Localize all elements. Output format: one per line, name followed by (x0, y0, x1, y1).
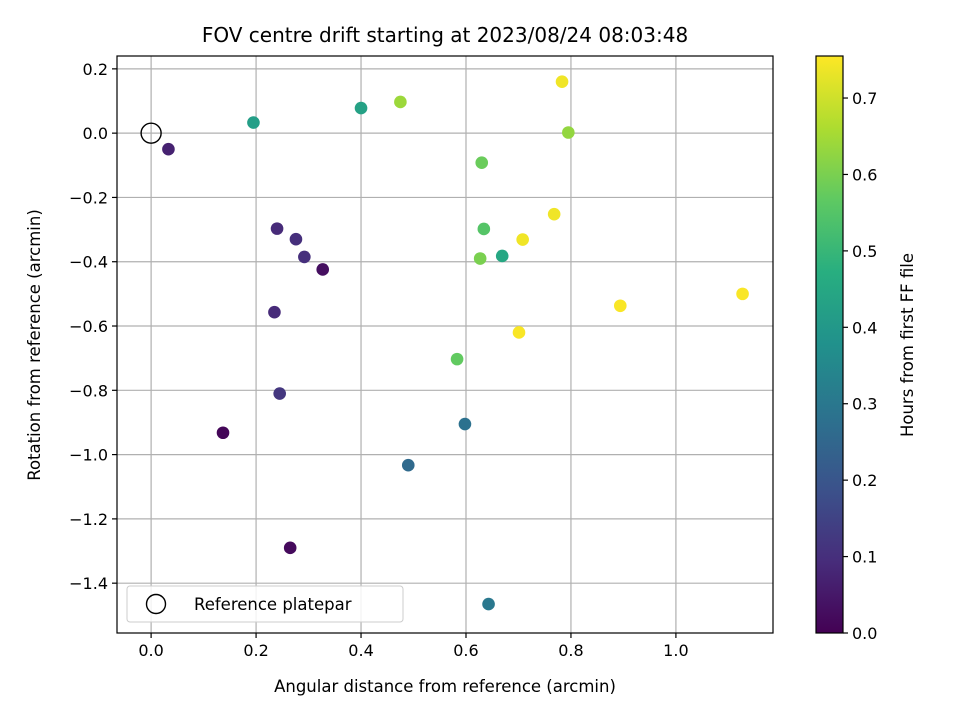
colorbar-frame (815, 55, 844, 634)
x-tick-label: 0.6 (453, 641, 478, 660)
legend-marker (145, 593, 167, 615)
colorbar-gradient (816, 56, 843, 633)
x-axis-label: Angular distance from reference (arcmin) (274, 677, 616, 696)
scatter-point (401, 458, 415, 472)
x-tick-label: 0.2 (243, 641, 268, 660)
scatter-point (512, 326, 526, 339)
legend-label: Reference platepar (194, 595, 352, 614)
reference-point (140, 122, 162, 144)
colorbar-ticks: 0.0 0.1 0.2 0.3 0.4 0.5 0.6 0.7 (843, 89, 877, 643)
scatter-point (495, 249, 509, 263)
scatter-point (289, 232, 303, 246)
y-axis: 0.2 0.0 −0.2 −0.4 −0.6 −0.8 −1.0 −1.2 −1.4 (69, 60, 117, 593)
scatter-point (273, 387, 286, 400)
scatter-point (482, 597, 495, 611)
scatter-point (247, 116, 260, 129)
scatter-points (162, 75, 749, 611)
legend: Reference platepar (126, 585, 404, 623)
scatter-point (298, 250, 311, 264)
y-tick-label: −0.2 (69, 188, 108, 207)
scatter-point (283, 541, 297, 555)
colorbar-tick-label: 0.0 (852, 624, 877, 643)
colorbar-tick-label: 0.3 (852, 395, 877, 414)
scatter-point (547, 207, 561, 221)
grid (117, 56, 773, 633)
reference-marker (140, 122, 162, 144)
colorbar-label: Hours from first FF file (898, 253, 917, 437)
x-tick-label: 0.0 (138, 641, 163, 660)
scatter-point (473, 252, 487, 265)
scatter-point (555, 75, 569, 89)
x-axis: 0.0 0.2 0.4 0.6 0.8 1.0 (138, 633, 689, 660)
scatter-point (736, 287, 749, 301)
y-axis-label: Rotation from reference (arcmin) (25, 209, 44, 481)
scatter-point (613, 299, 627, 313)
scatter-point (458, 417, 472, 431)
scatter-point (562, 126, 575, 139)
x-tick-label: 1.0 (663, 641, 688, 660)
colorbar: 0.0 0.1 0.2 0.3 0.4 0.5 0.6 0.7 Hours from firs… (815, 55, 917, 643)
scatter-point (475, 156, 489, 170)
y-tick-label: 0.0 (83, 124, 108, 143)
scatter-point (450, 352, 464, 366)
y-tick-label: −1.4 (69, 574, 108, 593)
plot-frame (116, 55, 774, 634)
y-tick-label: −0.4 (69, 253, 108, 272)
x-tick-label: 0.8 (558, 641, 583, 660)
scatter-point (354, 101, 368, 115)
scatter-point (268, 305, 281, 319)
scatter-point (477, 222, 491, 236)
scatter-point (516, 233, 529, 246)
y-tick-label: −1.2 (69, 510, 108, 529)
chart-title: FOV centre drift starting at 2023/08/24 … (202, 23, 688, 47)
colorbar-tick-label: 0.5 (852, 242, 877, 261)
colorbar-tick-label: 0.1 (852, 548, 877, 567)
y-tick-label: 0.2 (83, 60, 108, 79)
y-tick-label: −0.8 (69, 381, 108, 400)
legend-box (126, 585, 404, 623)
x-tick-label: 0.4 (348, 641, 373, 660)
colorbar-tick-label: 0.6 (852, 165, 877, 184)
y-tick-label: −0.6 (69, 317, 108, 336)
colorbar-tick-label: 0.2 (852, 471, 877, 490)
colorbar-tick-label: 0.7 (852, 89, 877, 108)
colorbar-tick-label: 0.4 (852, 318, 877, 337)
scatter-point (316, 263, 330, 276)
y-tick-label: −1.0 (69, 446, 108, 465)
scatter-point (270, 222, 284, 235)
scatter-point (162, 142, 175, 156)
scatter-point (216, 426, 230, 440)
scatter-point (394, 95, 407, 109)
